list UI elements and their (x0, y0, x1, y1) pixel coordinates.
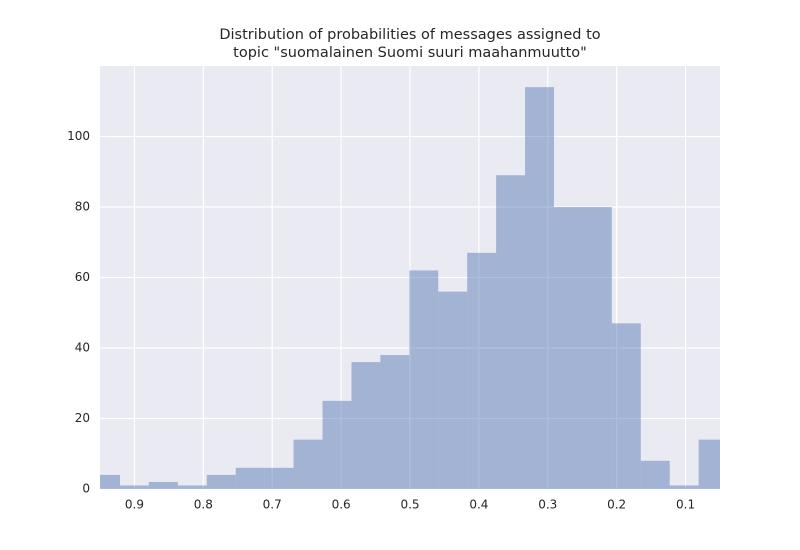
bar (148, 481, 178, 489)
bar (438, 291, 468, 489)
x-tick-label: 0.8 (194, 498, 213, 512)
y-tick-label: 60 (75, 270, 90, 284)
bar (380, 355, 410, 489)
x-tick-label: 0.4 (469, 498, 488, 512)
y-tick-label: 40 (75, 341, 90, 355)
bar (640, 460, 670, 489)
bar (611, 323, 641, 489)
bar (206, 474, 236, 489)
x-tick-label: 0.1 (676, 498, 695, 512)
bar (409, 270, 439, 489)
bar (293, 439, 323, 489)
x-tick-label: 0.2 (607, 498, 626, 512)
chart-title: Distribution of probabilities of message… (219, 27, 600, 43)
x-tick-label: 0.9 (125, 498, 144, 512)
bar (582, 207, 612, 489)
x-tick-label: 0.3 (538, 498, 557, 512)
bar (525, 87, 554, 489)
bar (177, 485, 207, 489)
y-tick-label: 0 (82, 482, 90, 496)
bar (264, 467, 294, 489)
x-tick-label: 0.6 (332, 498, 351, 512)
bar (322, 400, 352, 489)
bar (235, 467, 265, 489)
y-tick-label: 80 (75, 200, 90, 214)
bar (467, 252, 497, 489)
y-tick-label: 20 (75, 411, 90, 425)
bar (100, 474, 120, 489)
bar (119, 485, 149, 489)
bar (351, 362, 381, 489)
y-tick-label: 100 (67, 129, 90, 143)
chart-title: topic "suomalainen Suomi suuri maahanmuu… (233, 45, 587, 61)
bar (553, 207, 583, 489)
bar (496, 175, 526, 489)
x-tick-label: 0.5 (400, 498, 419, 512)
bar (669, 485, 699, 489)
x-tick-label: 0.7 (263, 498, 282, 512)
bar (698, 439, 720, 489)
